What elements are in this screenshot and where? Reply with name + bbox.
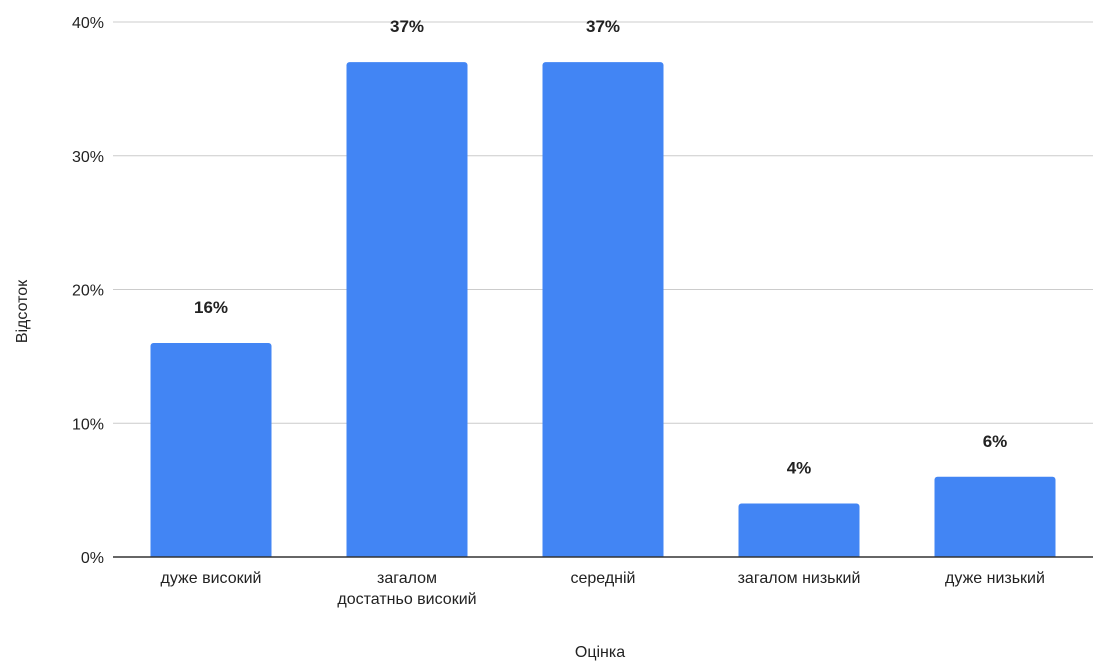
category-label: загалом — [377, 570, 437, 587]
bar — [934, 476, 1056, 557]
labels: 0% 10% 20% 30% 40% 16% дуже високий 37% загалом д… — [72, 15, 1045, 608]
bar-base — [738, 553, 860, 557]
y-axis-title: Відсоток — [14, 279, 31, 343]
bar-base — [934, 553, 1056, 557]
data-label: 16% — [194, 298, 228, 317]
category-label: загалом низький — [738, 570, 861, 587]
x-axis-title: Оцінка — [575, 644, 625, 661]
bars — [150, 62, 1056, 557]
bar — [542, 62, 664, 557]
y-tick-label: 30% — [72, 149, 104, 166]
data-label: 6% — [983, 432, 1008, 451]
y-tick-label: 10% — [72, 416, 104, 433]
data-label: 37% — [390, 17, 424, 36]
category-label: дуже низький — [945, 570, 1045, 587]
bar-base — [150, 553, 272, 557]
y-tick-label: 40% — [72, 15, 104, 32]
category-label: середній — [570, 570, 635, 587]
bar-base — [542, 553, 664, 557]
bar — [738, 503, 860, 557]
y-tick-label: 20% — [72, 283, 104, 300]
y-tick-label: 0% — [81, 550, 104, 567]
category-label: дуже високий — [161, 570, 262, 587]
bar — [346, 62, 468, 557]
data-label: 37% — [586, 17, 620, 36]
data-label: 4% — [787, 459, 812, 478]
category-label: достатньо високий — [337, 591, 476, 608]
bar — [150, 343, 272, 557]
bar-base — [346, 553, 468, 557]
